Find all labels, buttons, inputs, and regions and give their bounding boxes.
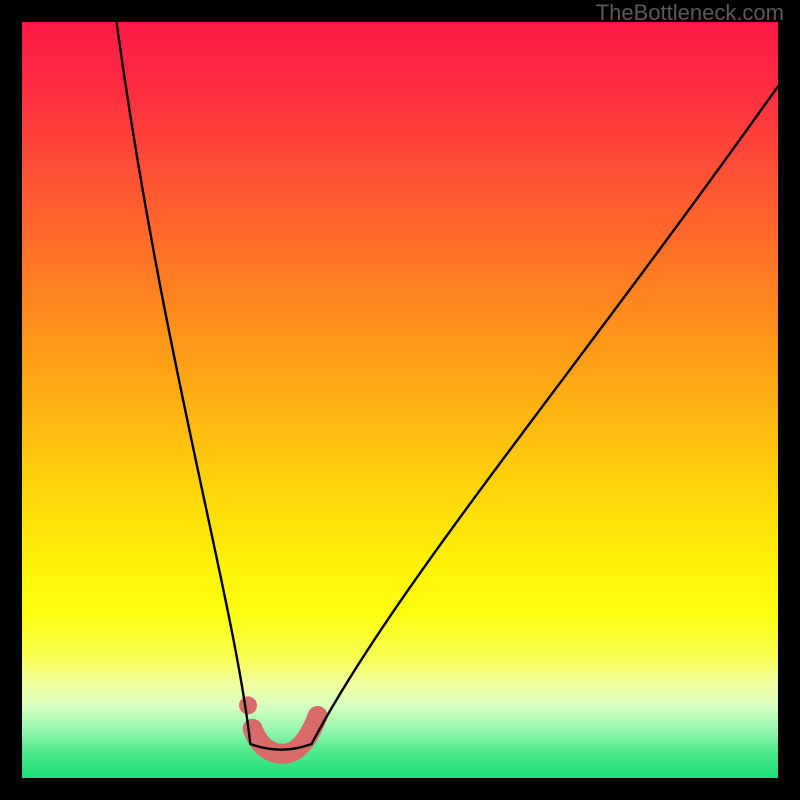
right-curve-branch [312,86,778,744]
watermark-text: TheBottleneck.com [596,0,784,26]
chart-frame: TheBottleneck.com [0,0,800,800]
bottleneck-curve [22,22,778,778]
plot-area [22,22,778,778]
accent-dot [239,696,257,714]
left-curve-branch [117,22,312,750]
